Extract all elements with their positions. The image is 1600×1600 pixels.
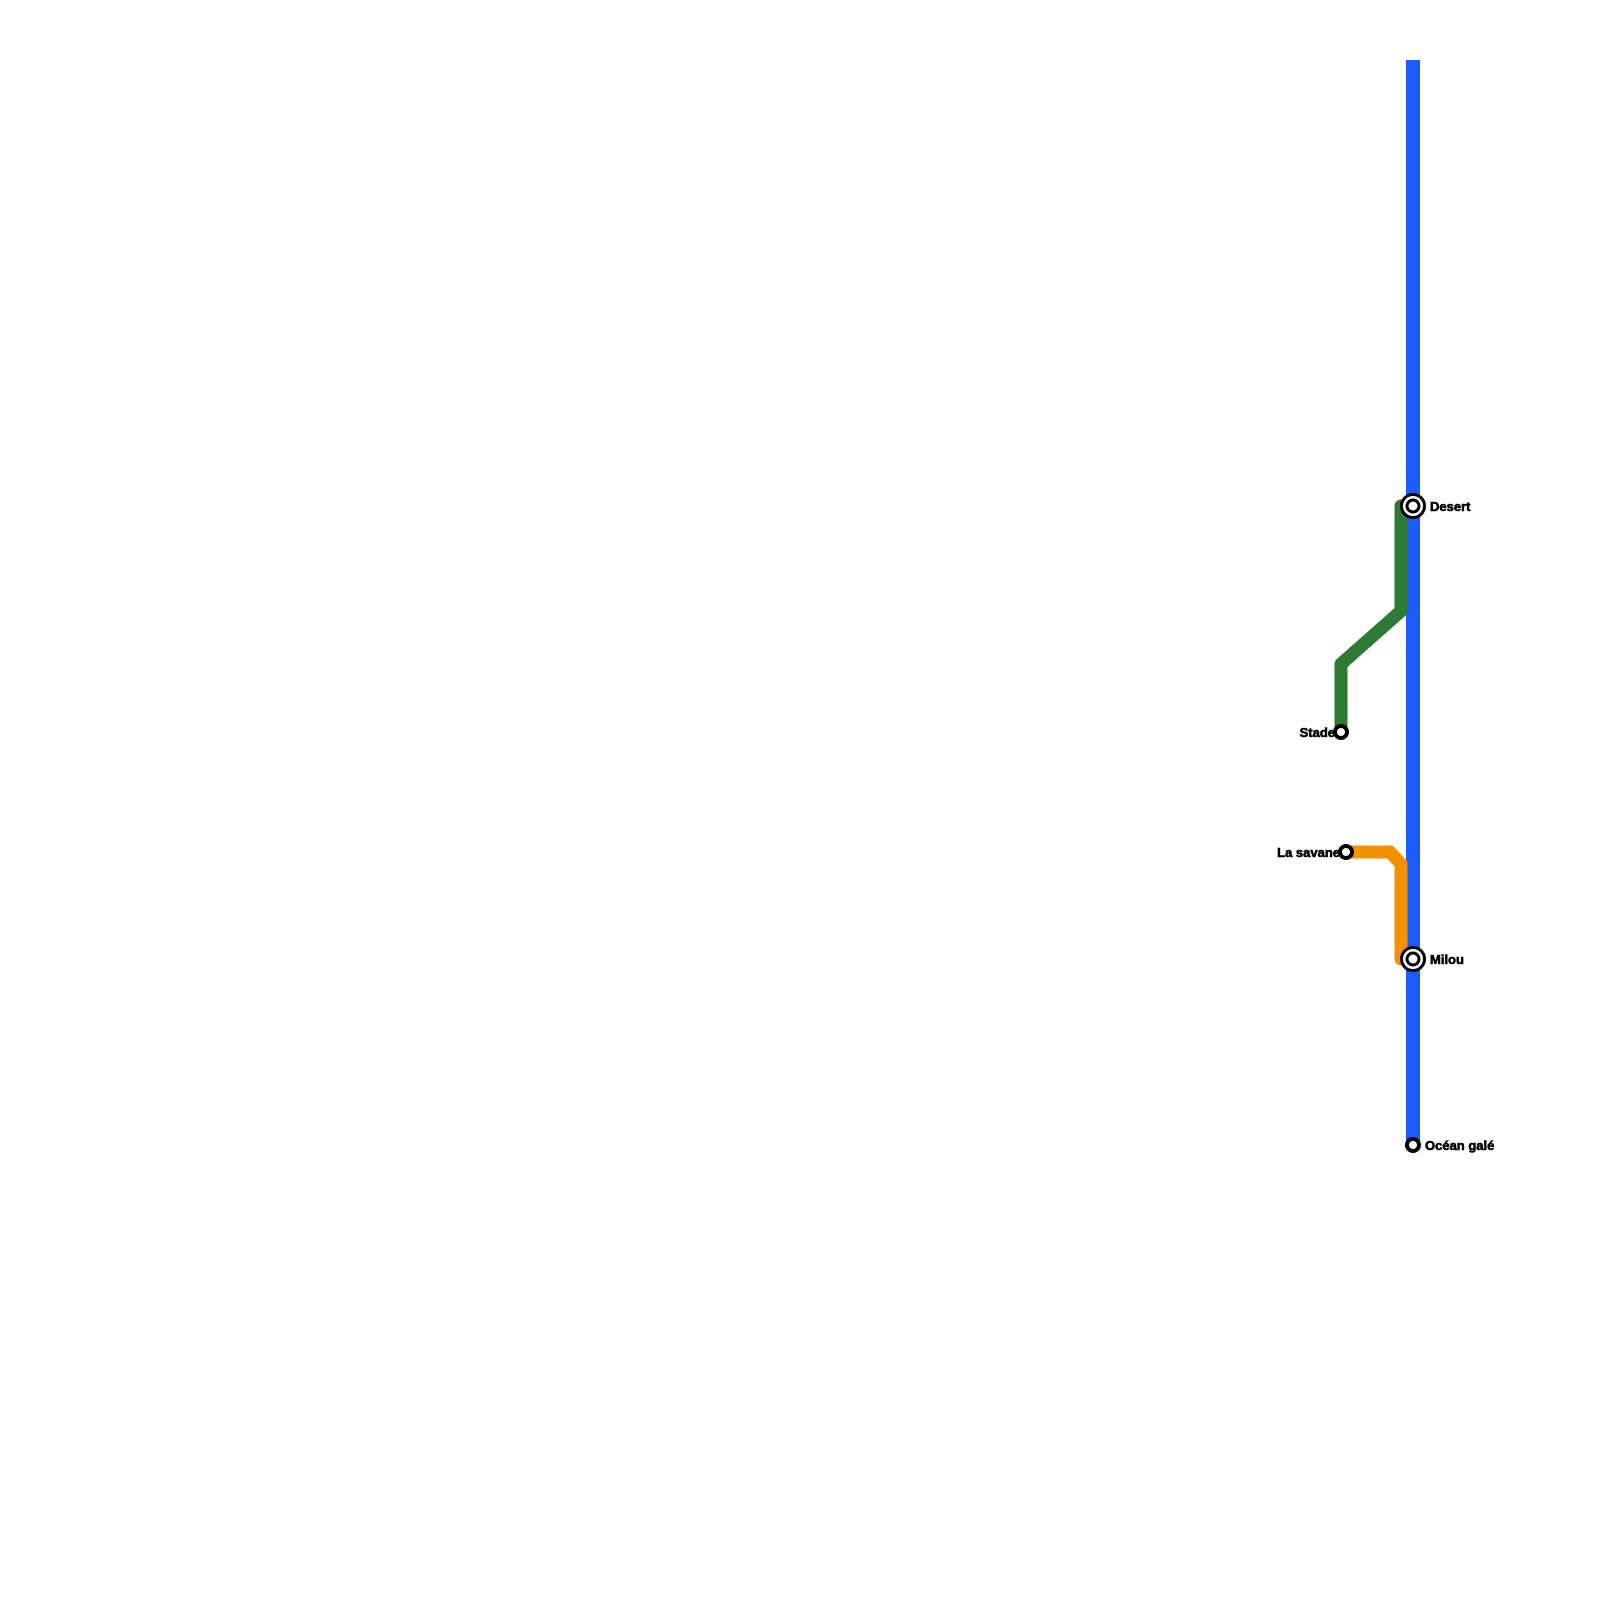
svg-text:Milou: Milou [1430, 952, 1464, 967]
svg-text:La savane: La savane [1277, 845, 1340, 860]
svg-text:Océan galé: Océan galé [1425, 1138, 1494, 1153]
svg-text:Stade: Stade [1300, 725, 1335, 740]
svg-text:Desert: Desert [1430, 499, 1471, 514]
